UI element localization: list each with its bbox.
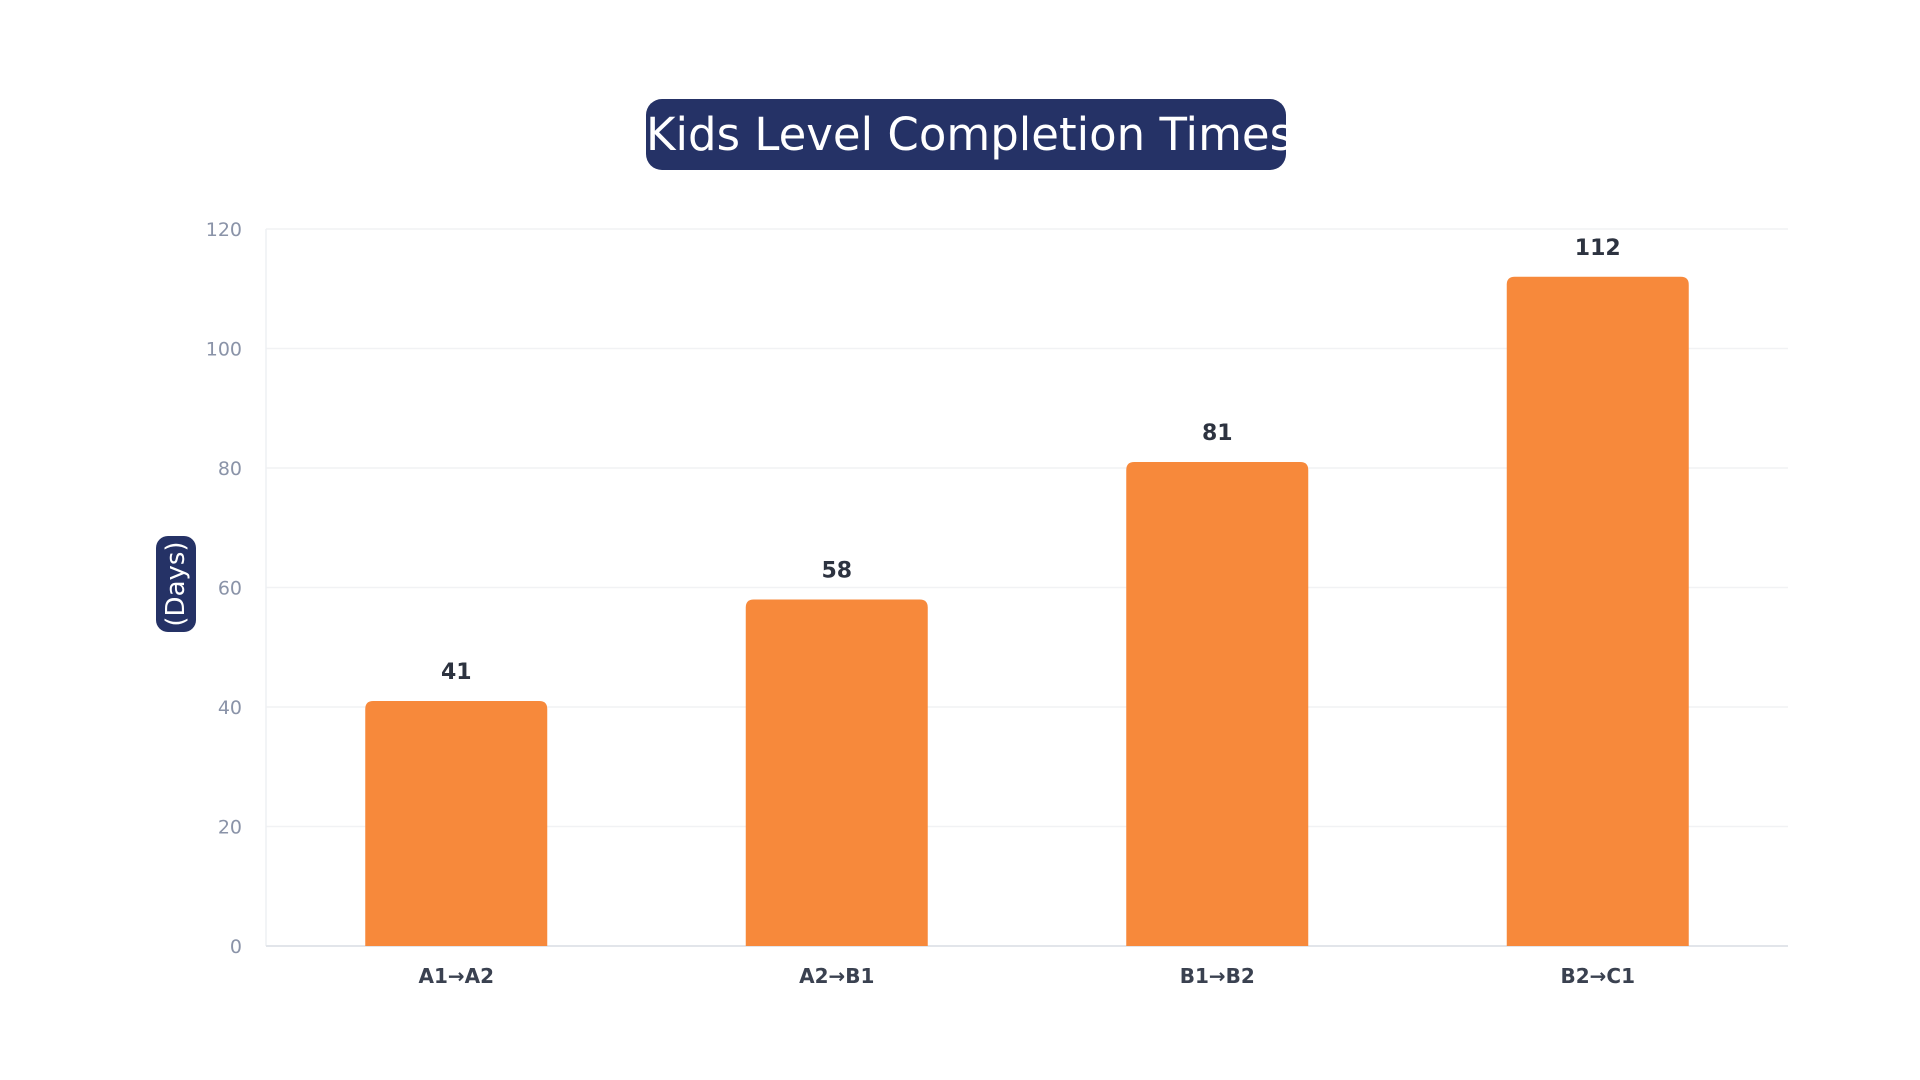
bars xyxy=(365,276,1689,946)
y-axis-label: (Days) xyxy=(156,536,196,632)
bar xyxy=(365,701,548,946)
chart-title: Kids Level Completion Times xyxy=(646,99,1293,170)
y-tick-label: 0 xyxy=(230,936,242,958)
data-label: 112 xyxy=(1575,236,1621,261)
y-tick-label: 120 xyxy=(206,219,242,241)
x-tick-label: B2→C1 xyxy=(1560,964,1635,988)
y-tick-label: 80 xyxy=(218,458,242,480)
y-axis-ticks: 0 20 40 60 80 100 120 xyxy=(206,219,242,958)
x-tick-label: A2→B1 xyxy=(799,964,874,988)
bar xyxy=(1506,276,1689,946)
data-label: 81 xyxy=(1202,421,1233,446)
x-tick-label: A1→A2 xyxy=(418,964,494,988)
data-labels: 41 58 81 112 xyxy=(441,236,1621,685)
bar xyxy=(745,599,928,946)
bar xyxy=(1126,462,1309,946)
x-axis-ticks: A1→A2 A2→B1 B1→B2 B2→C1 xyxy=(418,964,1635,988)
y-tick-label: 40 xyxy=(218,697,242,719)
y-tick-label: 100 xyxy=(206,339,242,361)
y-tick-label: 20 xyxy=(218,817,242,839)
data-label: 58 xyxy=(821,558,852,583)
data-label: 41 xyxy=(441,660,472,685)
y-tick-label: 60 xyxy=(218,578,242,600)
x-tick-label: B1→B2 xyxy=(1180,964,1255,988)
